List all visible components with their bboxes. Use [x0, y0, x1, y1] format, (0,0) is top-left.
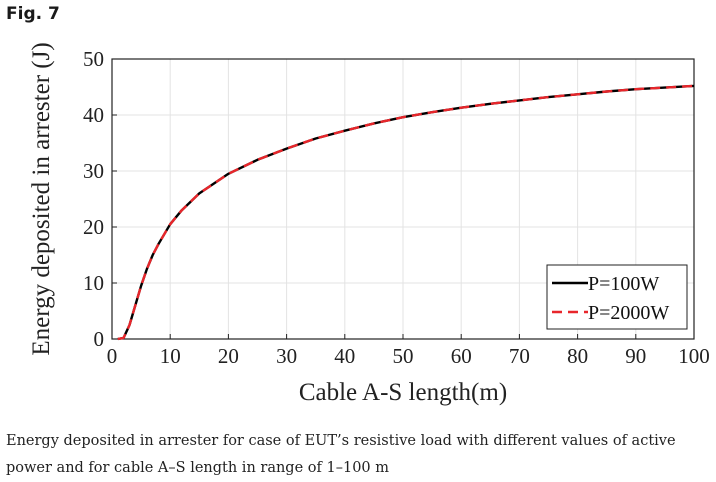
grid-lines: [112, 59, 694, 339]
series-group: [117, 84, 695, 341]
x-tick-label: 50: [393, 344, 414, 368]
x-tick-label: 30: [276, 344, 297, 368]
y-tick-label: 20: [83, 215, 104, 239]
y-tick-label: 50: [83, 47, 104, 71]
x-tick-label: 10: [160, 344, 181, 368]
y-tick-label: 10: [83, 271, 104, 295]
y-tick-label: 30: [83, 159, 104, 183]
x-tick-label: 40: [334, 344, 355, 368]
x-tick-label: 100: [678, 344, 710, 368]
x-axis-label: Cable A-S length(m): [299, 379, 507, 406]
legend-entry-p100w: P=100W: [588, 273, 659, 295]
line-chart: 0 10 20 30 40 50 60 70 80 90 100 0 10 20 30 40 50 Cable…: [28, 42, 710, 406]
legend: P=100W P=2000W: [546, 264, 688, 330]
legend-entry-p2000w: P=2000W: [588, 302, 669, 324]
y-axis-label: Energy deposited in arrester (J): [28, 42, 55, 355]
x-tick-label: 60: [451, 344, 472, 368]
series-line-p2000w: [117, 84, 695, 341]
y-tick-label: 40: [83, 103, 104, 127]
x-tick-label: 20: [218, 344, 239, 368]
figure-caption: Energy deposited in arrester for case of…: [6, 433, 676, 476]
x-tick-label: 70: [509, 344, 530, 368]
figure-label: Fig. 7: [6, 4, 60, 24]
x-axis-ticks: 0 10 20 30 40 50 60 70 80 90 100: [107, 334, 710, 368]
legend-box: [546, 264, 688, 330]
x-tick-label: 90: [625, 344, 646, 368]
y-tick-label: 0: [94, 327, 105, 351]
x-tick-label: 0: [107, 344, 118, 368]
x-tick-label: 80: [567, 344, 588, 368]
y-axis-ticks: 0 10 20 30 40 50: [83, 47, 117, 351]
